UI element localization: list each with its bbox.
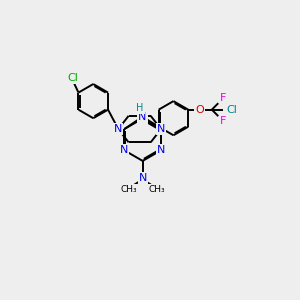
Text: Cl: Cl — [226, 105, 237, 115]
Text: N: N — [114, 124, 122, 134]
Text: CH₃: CH₃ — [148, 185, 165, 194]
Text: N: N — [120, 145, 128, 155]
Text: F: F — [220, 94, 226, 103]
Text: Cl: Cl — [68, 73, 79, 83]
Text: N: N — [138, 112, 147, 122]
Text: H: H — [136, 103, 144, 113]
Text: N: N — [139, 173, 147, 183]
Text: F: F — [220, 116, 226, 126]
Text: CH₃: CH₃ — [120, 185, 137, 194]
Text: O: O — [195, 105, 204, 115]
Text: N: N — [157, 145, 165, 155]
Text: N: N — [139, 113, 147, 124]
Text: N: N — [157, 124, 165, 134]
